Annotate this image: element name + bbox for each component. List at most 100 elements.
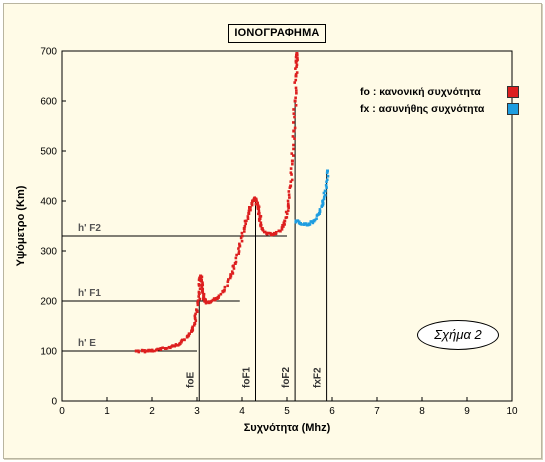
trace-dot-0-35-4 <box>289 171 293 175</box>
trace-dot-0-12-1 <box>201 281 204 285</box>
y-tick-label-5: 500 <box>40 147 57 158</box>
chart-frame <box>3 3 542 459</box>
trace-dot-0-6-2 <box>187 334 191 337</box>
legend: fo : κανονική συχνότητα fx : ασυνήθης συ… <box>360 83 519 117</box>
data-point-0-5 <box>179 340 183 344</box>
x-tick-label-6: 6 <box>329 406 335 417</box>
trace-dot-0-32-4 <box>281 223 284 227</box>
data-point-0-37 <box>292 129 296 133</box>
trace-dot-0-20-5 <box>237 250 241 253</box>
data-point-0-38 <box>293 99 297 103</box>
trace-dot-0-19-4 <box>232 267 236 270</box>
trace-dot-0-39-5 <box>295 63 299 67</box>
trace-dot-1-5-4 <box>322 195 326 199</box>
trace-dot-0-21-6 <box>242 230 246 233</box>
trace-dot-0-38-5 <box>293 81 296 84</box>
data-point-0-3 <box>164 347 167 350</box>
trace-dot-0-5-4 <box>183 338 186 341</box>
data-point-1-4 <box>317 212 321 215</box>
x-tick-label-9: 9 <box>464 406 470 417</box>
trace-dot-0-18-4 <box>226 280 230 284</box>
trace-dot-0-23-1 <box>247 209 251 213</box>
legend-swatch-fo <box>507 85 519 98</box>
trace-dot-0-11-4 <box>199 277 203 280</box>
trace-dot-0-23-5 <box>249 206 252 209</box>
data-point-0-26 <box>254 199 258 203</box>
ref-line-label-1: h' F1 <box>78 288 101 299</box>
trace-dot-0-37-2 <box>292 121 295 124</box>
trace-dot-1-3-2 <box>313 218 317 222</box>
trace-dot-0-0-2 <box>137 349 140 353</box>
trace-dot-0-27-4 <box>258 211 261 215</box>
trace-dot-0-22-1 <box>243 225 247 228</box>
trace-dot-1-5-5 <box>324 193 327 197</box>
trace-dot-0-8-4 <box>193 314 197 318</box>
trace-dot-0-1-3 <box>149 349 152 353</box>
x-axis-title: Συχνότητα (Mhz) <box>244 422 331 434</box>
trace-dot-1-6-5 <box>326 174 330 178</box>
trace-dot-0-9-5 <box>198 297 202 301</box>
trace-dot-0-22-6 <box>246 215 250 218</box>
trace-dot-0-18-1 <box>223 288 226 292</box>
trace-dot-0-0-4 <box>141 349 144 353</box>
trace-dot-0-20-4 <box>237 252 241 255</box>
x-tick-label-8: 8 <box>419 406 425 417</box>
trace-dot-0-7-6 <box>192 323 196 327</box>
trace-dot-1-6-4 <box>325 178 329 182</box>
data-point-0-32 <box>278 229 282 233</box>
trace-dot-0-20-1 <box>234 260 238 264</box>
trace-dot-0-39-1 <box>294 73 298 76</box>
trace-dot-0-27-1 <box>257 207 260 211</box>
trace-dot-0-35-3 <box>290 173 293 176</box>
trace-dot-0-10-1 <box>197 290 201 294</box>
trace-dot-0-5-2 <box>181 338 184 342</box>
trace-dot-0-34-3 <box>288 196 291 199</box>
trace-dot-0-17-4 <box>219 292 223 296</box>
x-tick-label-2: 2 <box>149 406 155 417</box>
trace-dot-0-2-1 <box>156 347 159 351</box>
data-point-0-41 <box>295 52 299 55</box>
trace-dot-1-3-3 <box>315 217 318 220</box>
trace-dot-1-6-1 <box>325 186 328 189</box>
trace-dot-0-7-5 <box>191 325 194 329</box>
trace-dot-1-5-6 <box>322 191 326 195</box>
trace-dot-0-10-2 <box>198 287 202 291</box>
data-point-0-19 <box>229 274 233 278</box>
trace-dot-0-34-6 <box>288 186 292 190</box>
data-point-0-24 <box>250 202 254 205</box>
x-tick-label-4: 4 <box>239 406 245 417</box>
trace-dot-0-26-6 <box>257 205 261 209</box>
trace-dot-0-3-4 <box>169 346 172 350</box>
trace-dot-0-36-4 <box>292 143 295 147</box>
trace-dot-1-6-3 <box>325 180 328 184</box>
trace-dot-0-18-6 <box>228 276 232 280</box>
trace-dot-1-6-2 <box>324 183 328 187</box>
trace-dot-0-22-2 <box>244 222 247 226</box>
trace-dot-0-32-2 <box>280 226 284 229</box>
trace-dot-1-1-2 <box>300 223 303 226</box>
trace-dot-0-31-1 <box>272 231 276 235</box>
trace-dot-0-39-2 <box>295 71 299 74</box>
trace-dot-0-37-4 <box>292 112 296 115</box>
crit-label-2: foF2 <box>281 366 292 388</box>
data-point-0-20 <box>233 262 237 265</box>
trace-dot-0-28-2 <box>258 219 261 222</box>
trace-dot-0-1-5 <box>151 349 155 353</box>
trace-dot-0-11-2 <box>199 275 202 279</box>
trace-dot-0-33-6 <box>287 206 290 210</box>
data-point-0-0 <box>134 349 138 353</box>
trace-dot-0-2-4 <box>159 347 162 350</box>
legend-item-fo: fo : κανονική συχνότητα <box>360 83 519 100</box>
trace-dot-0-24-4 <box>251 199 254 202</box>
trace-dot-0-38-6 <box>294 78 298 82</box>
y-tick-label-6: 600 <box>40 97 57 108</box>
trace-dot-0-2-2 <box>157 347 161 351</box>
legend-label-fo: fo : κανονική συχνότητα <box>360 85 481 98</box>
trace-dot-0-31-4 <box>274 230 278 234</box>
trace-dot-0-14-5 <box>204 298 207 302</box>
series-1 <box>294 169 330 227</box>
trace-dot-1-4-2 <box>318 210 322 213</box>
trace-dot-0-9-3 <box>196 301 199 304</box>
chart-title: ΙΟΝΟΓΡΑΦΗΜΑ <box>228 24 326 43</box>
trace-dot-0-37-6 <box>294 104 298 107</box>
